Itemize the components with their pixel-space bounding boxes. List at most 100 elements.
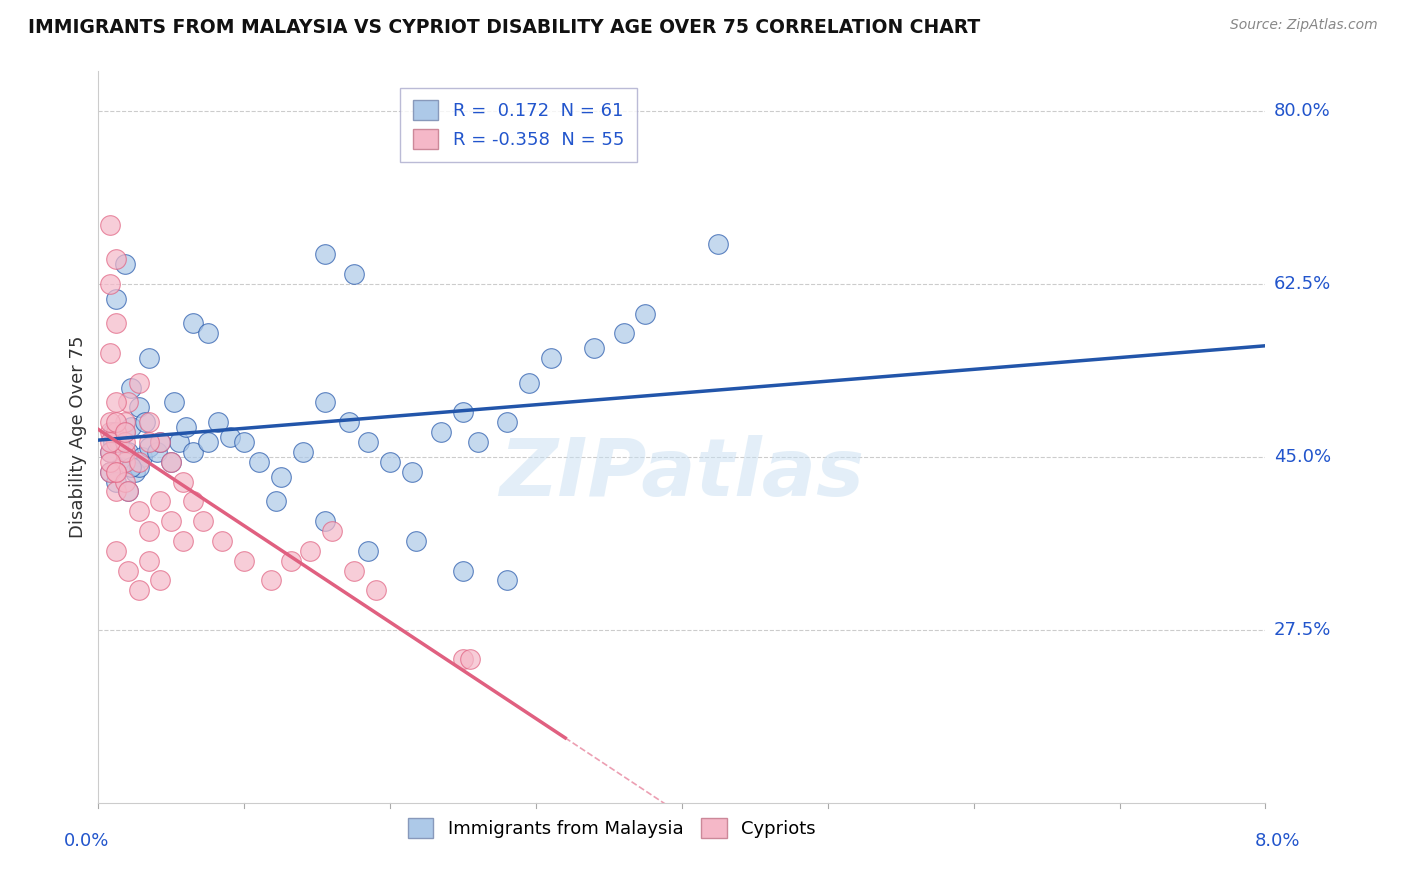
Point (149, 435, 172, 450)
Point (131, 450, 153, 464)
Point (174, 420, 197, 434)
Point (207, 415, 229, 429)
Point (117, 395, 139, 409)
Point (110, 459, 132, 474)
Point (104, 292, 127, 306)
Point (197, 326, 219, 341)
Point (128, 376, 150, 390)
Point (104, 465, 127, 479)
Point (114, 475, 136, 489)
Point (149, 494, 172, 508)
Point (337, 415, 360, 429)
Point (114, 425, 136, 439)
Point (146, 445, 169, 459)
Point (114, 455, 136, 469)
Point (172, 533, 194, 548)
Point (98, 415, 121, 429)
Point (247, 455, 270, 469)
Point (613, 326, 636, 341)
Point (181, 445, 204, 459)
Point (172, 475, 194, 489)
Point (98, 445, 121, 459)
Text: 62.5%: 62.5% (1274, 275, 1331, 293)
Point (540, 351, 562, 365)
Point (467, 435, 489, 450)
Point (117, 445, 139, 459)
Point (343, 564, 366, 578)
Point (149, 574, 172, 588)
Y-axis label: Disability Age Over 75: Disability Age Over 75 (69, 335, 87, 539)
Point (104, 475, 127, 489)
Point (120, 381, 142, 395)
Point (138, 351, 160, 365)
Point (634, 306, 657, 320)
Point (138, 440, 160, 454)
Point (138, 435, 160, 450)
Point (357, 435, 380, 450)
Point (149, 435, 172, 450)
Point (163, 395, 186, 409)
Text: 45.0%: 45.0% (1274, 448, 1331, 466)
Point (167, 435, 190, 450)
Legend: Immigrants from Malaysia, Cypriots: Immigrants from Malaysia, Cypriots (401, 811, 823, 845)
Text: 27.5%: 27.5% (1274, 621, 1331, 639)
Point (98, 218, 121, 232)
Point (138, 415, 160, 429)
Point (451, 564, 474, 578)
Point (98, 277, 121, 291)
Point (104, 317, 127, 331)
Point (259, 574, 281, 588)
Point (134, 415, 156, 429)
Point (451, 652, 474, 666)
Text: Source: ZipAtlas.com: Source: ZipAtlas.com (1230, 18, 1378, 32)
Point (104, 465, 127, 479)
Point (460, 652, 482, 666)
Text: 0.0%: 0.0% (65, 832, 110, 850)
Point (211, 533, 233, 548)
Point (314, 247, 336, 261)
Point (343, 267, 366, 281)
Point (357, 543, 380, 558)
Point (120, 420, 142, 434)
Point (104, 543, 127, 558)
Point (517, 376, 540, 390)
Text: 80.0%: 80.0% (1274, 102, 1330, 120)
Point (138, 524, 160, 538)
Text: ZIPatlas: ZIPatlas (499, 434, 865, 513)
Point (104, 395, 127, 409)
Point (298, 543, 321, 558)
Point (181, 494, 204, 508)
Point (98, 346, 121, 360)
Point (218, 430, 240, 444)
Point (128, 504, 150, 518)
Point (160, 514, 183, 528)
Point (101, 425, 124, 439)
Point (114, 445, 136, 459)
Point (128, 583, 150, 598)
Point (104, 425, 127, 439)
Point (280, 554, 302, 568)
Point (233, 554, 256, 568)
Point (451, 405, 474, 419)
Point (117, 484, 139, 499)
Point (181, 317, 204, 331)
Point (707, 237, 730, 252)
Point (405, 533, 427, 548)
Point (117, 484, 139, 499)
Point (128, 401, 150, 415)
Point (114, 425, 136, 439)
Text: IMMIGRANTS FROM MALAYSIA VS CYPRIOT DISABILITY AGE OVER 75 CORRELATION CHART: IMMIGRANTS FROM MALAYSIA VS CYPRIOT DISA… (28, 18, 980, 37)
Point (98, 435, 121, 450)
Point (101, 435, 124, 450)
Point (430, 425, 453, 439)
Point (98, 455, 121, 469)
Point (108, 435, 131, 450)
Point (496, 574, 519, 588)
Point (314, 514, 336, 528)
Point (233, 435, 256, 450)
Point (321, 524, 343, 538)
Point (114, 415, 136, 429)
Point (138, 554, 160, 568)
Point (291, 445, 314, 459)
Point (120, 459, 142, 474)
